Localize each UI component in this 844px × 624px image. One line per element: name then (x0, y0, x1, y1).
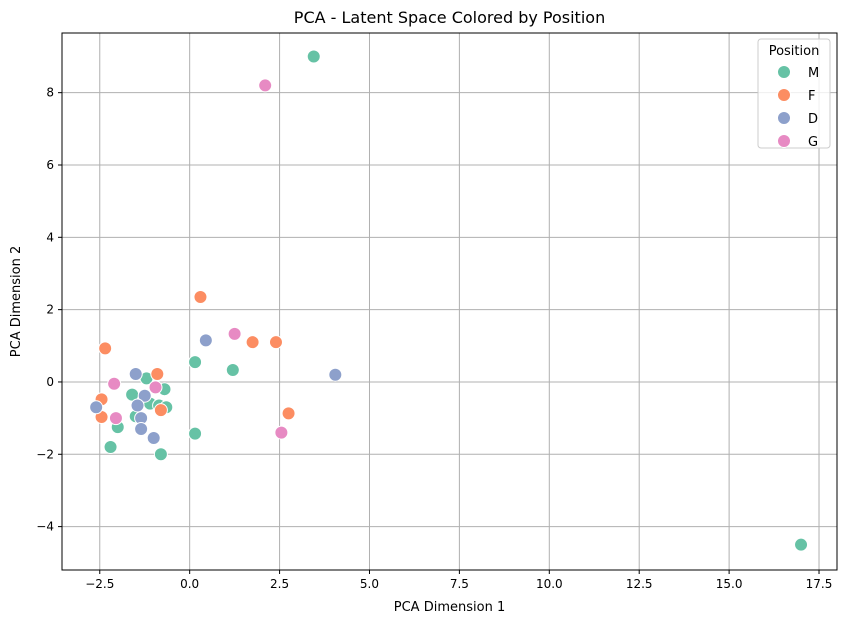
scatter-point-f (153, 403, 168, 418)
legend-marker-g (777, 134, 791, 148)
scatter-point-m (794, 537, 809, 552)
x-tick-label: 15.0 (716, 577, 743, 591)
scatter-point-d (128, 367, 143, 382)
scatter-point-f (193, 289, 208, 304)
x-tick-label: 2.5 (270, 577, 289, 591)
scatter-point-m (225, 363, 240, 378)
plot-frame (61, 32, 838, 571)
y-tick-label: 0 (46, 375, 54, 389)
scatter-point-f (281, 406, 296, 421)
scatter-point-g (108, 411, 123, 426)
scatter-point-g (107, 376, 122, 391)
x-tick-label: 17.5 (806, 577, 833, 591)
legend-title: Position (769, 44, 820, 59)
scatter-point-g (274, 425, 289, 440)
legend-label-d: D (808, 112, 818, 127)
scatter-point-m (306, 49, 321, 64)
x-tick-label: 0.0 (180, 577, 199, 591)
legend-label-f: F (808, 89, 815, 104)
x-tick-label: 7.5 (450, 577, 469, 591)
y-tick-label: 8 (46, 86, 54, 100)
scatter-point-m (103, 440, 118, 455)
scatter-point-f (245, 335, 260, 350)
scatter-point-g (148, 380, 163, 395)
x-axis-label: PCA Dimension 1 (394, 600, 505, 615)
scatter-point-d (137, 388, 152, 403)
y-axis-label: PCA Dimension 2 (9, 246, 24, 357)
y-tick-label: −4 (36, 520, 54, 534)
x-tick-label: −2.5 (85, 577, 114, 591)
y-tick-label: −2 (36, 447, 54, 461)
scatter-points (89, 49, 809, 552)
x-tick-label: 10.0 (536, 577, 563, 591)
legend-marker-d (777, 111, 791, 125)
scatter-point-d (198, 333, 213, 348)
grid-lines (62, 33, 837, 570)
scatter-point-f (98, 341, 113, 356)
scatter-point-m (188, 426, 203, 441)
scatter-point-f (268, 335, 283, 350)
scatter-point-g (227, 326, 242, 341)
y-axis-ticks: −4 −2 0 2 4 6 8 (36, 86, 62, 534)
scatter-point-d (146, 431, 161, 446)
scatter-point-d (328, 367, 343, 382)
scatter-point-d (130, 398, 145, 413)
x-tick-label: 12.5 (626, 577, 653, 591)
legend-label-g: G (808, 135, 818, 150)
scatter-point-f (150, 367, 165, 382)
chart-title: PCA - Latent Space Colored by Position (294, 8, 605, 27)
legend-marker-f (777, 88, 791, 102)
scatter-point-d (89, 400, 104, 415)
y-tick-label: 4 (46, 230, 54, 244)
scatter-point-d (134, 421, 149, 436)
scatter-point-m (188, 355, 203, 370)
legend-marker-m (777, 65, 791, 79)
y-tick-label: 2 (46, 303, 54, 317)
x-axis-ticks: −2.5 0.0 2.5 5.0 7.5 10.0 12.5 15.0 17.5 (85, 570, 832, 591)
x-tick-label: 5.0 (360, 577, 379, 591)
legend-box (757, 38, 831, 149)
scatter-point-g (258, 78, 273, 93)
y-tick-label: 6 (46, 158, 54, 172)
legend-label-m: M (808, 66, 819, 81)
scatter-point-m (153, 447, 168, 462)
